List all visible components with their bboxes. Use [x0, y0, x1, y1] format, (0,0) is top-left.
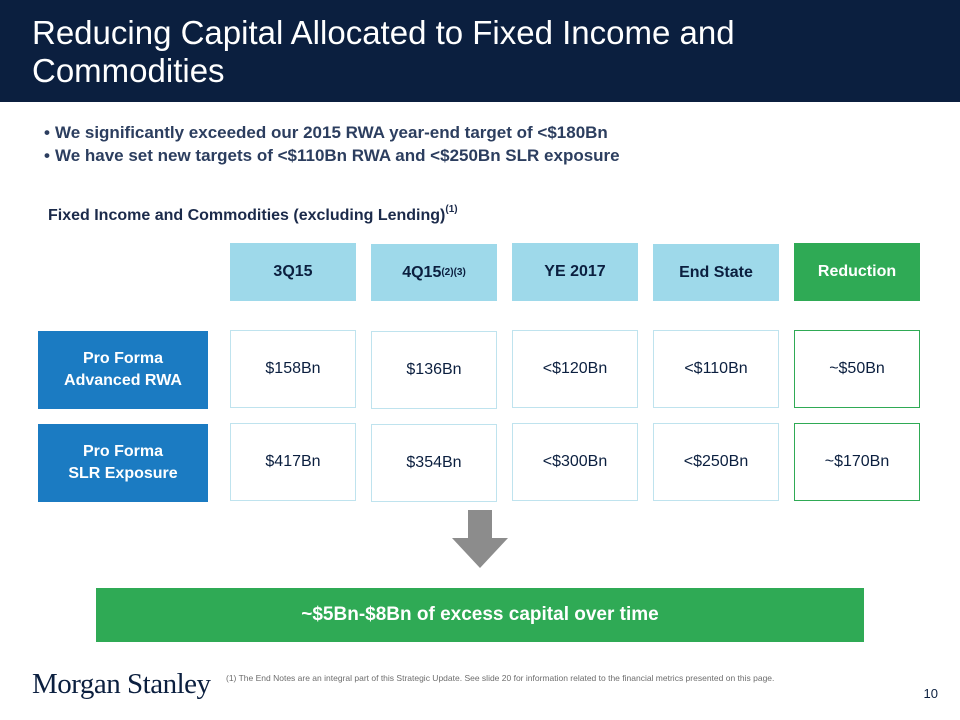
section-title: Fixed Income and Commodities (excluding …: [48, 204, 458, 225]
column-header-3q15: 3Q15: [230, 243, 356, 301]
down-arrow-icon: [452, 510, 508, 568]
column-header-4q15: 4Q15 (2)(3): [371, 244, 497, 301]
slide-title: Reducing Capital Allocated to Fixed Inco…: [32, 14, 735, 89]
table-cell-reduction: ~$50Bn: [794, 330, 920, 408]
column-header-end-state: End State: [653, 244, 779, 301]
row-label-line: Pro Forma: [82, 443, 163, 460]
column-header-label: 3Q15: [273, 263, 313, 280]
row-label-line: SLR Exposure: [68, 465, 178, 482]
table-cell: <$120Bn: [512, 330, 638, 408]
column-header-label: YE 2017: [544, 263, 606, 280]
page-number: 10: [923, 686, 938, 701]
bullet-item: We have set new targets of <$110Bn RWA a…: [44, 144, 620, 167]
row-label-slr-exposure: Pro Forma SLR Exposure: [38, 424, 208, 502]
footnote: (1) The End Notes are an integral part o…: [226, 673, 775, 683]
column-header-footnote-ref: (2)(3): [441, 267, 466, 278]
bullet-list: We significantly exceeded our 2015 RWA y…: [44, 121, 620, 167]
section-title-text: Fixed Income and Commodities (excluding …: [48, 207, 446, 224]
column-header-label: Reduction: [817, 263, 897, 280]
column-header-label: 4Q15: [402, 263, 442, 281]
morgan-stanley-logo: Morgan Stanley: [32, 668, 211, 700]
column-header-reduction: Reduction: [794, 243, 920, 301]
table-cell: $354Bn: [371, 424, 497, 502]
column-header-label: End State: [679, 263, 753, 281]
bullet-item: We significantly exceeded our 2015 RWA y…: [44, 121, 620, 144]
table-cell-reduction: ~$170Bn: [794, 423, 920, 501]
table-cell: $417Bn: [230, 423, 356, 501]
title-bar: Reducing Capital Allocated to Fixed Inco…: [0, 0, 960, 102]
excess-capital-banner: ~$5Bn-$8Bn of excess capital over time: [96, 588, 864, 642]
table-cell: <$110Bn: [653, 330, 779, 408]
section-title-footnote-ref: (1): [445, 204, 458, 215]
column-header-ye2017: YE 2017: [512, 243, 638, 301]
row-label-line: Advanced RWA: [64, 372, 182, 389]
table-cell: $158Bn: [230, 330, 356, 408]
table-cell: <$300Bn: [512, 423, 638, 501]
table-cell: <$250Bn: [653, 423, 779, 501]
row-label-line: Pro Forma: [82, 350, 163, 367]
table-cell: $136Bn: [371, 331, 497, 409]
row-label-advanced-rwa: Pro Forma Advanced RWA: [38, 331, 208, 409]
